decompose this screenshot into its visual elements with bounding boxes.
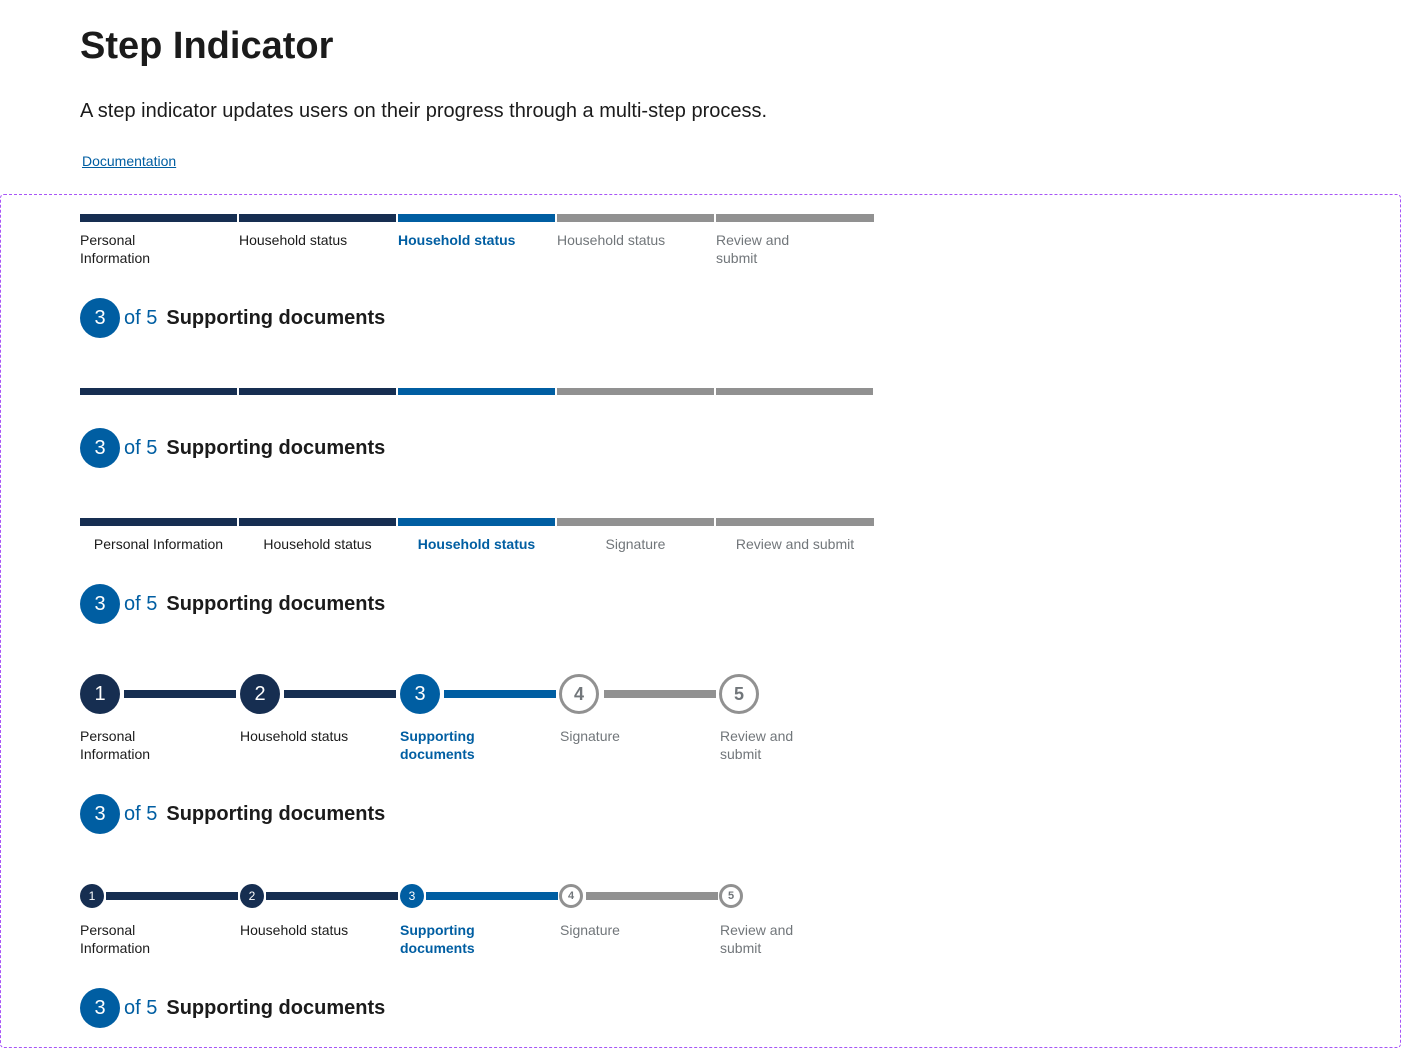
connector-complete bbox=[266, 892, 398, 900]
segment-pending bbox=[716, 518, 874, 526]
step-label: Personal Information bbox=[80, 728, 151, 762]
step-label: Review and submit bbox=[735, 536, 855, 552]
step-counter-1: 1 bbox=[80, 884, 104, 908]
current-step-circle: 3 bbox=[80, 988, 120, 1028]
step-segments-2 bbox=[80, 388, 873, 395]
step-label-current: Supporting documents bbox=[400, 728, 475, 762]
step-counter-2: 2 bbox=[240, 674, 280, 714]
connector-complete bbox=[124, 690, 236, 698]
step-label: Signature bbox=[560, 922, 620, 938]
total-steps: of 5 bbox=[124, 436, 158, 459]
documentation-link[interactable]: Documentation bbox=[82, 153, 177, 169]
page-title: Step Indicator bbox=[80, 25, 334, 67]
current-step-circle: 3 bbox=[80, 794, 120, 834]
step-label: Signature bbox=[560, 728, 620, 744]
step-label-current: Supporting documents bbox=[400, 922, 475, 956]
step-label: Household status bbox=[240, 922, 349, 938]
total-steps: of 5 bbox=[124, 592, 158, 615]
step-label: Review and submit bbox=[720, 922, 794, 956]
step-label: Personal Information bbox=[80, 232, 151, 266]
step-heading: 3 of 5 Supporting documents bbox=[80, 794, 385, 834]
step-heading: 3 of 5 Supporting documents bbox=[80, 428, 385, 468]
current-step-circle: 3 bbox=[80, 584, 120, 624]
segment-current bbox=[398, 388, 555, 395]
page-description: A step indicator updates users on their … bbox=[80, 100, 768, 122]
step-counter-5: 5 bbox=[719, 884, 743, 908]
step-counter-2: 2 bbox=[240, 884, 264, 908]
step-heading-title: Supporting documents bbox=[166, 592, 386, 615]
step-heading: 3 of 5 Supporting documents bbox=[80, 988, 385, 1028]
step-heading: 3 of 5 Supporting documents bbox=[80, 298, 385, 338]
segment-complete bbox=[239, 388, 396, 395]
current-step-circle: 3 bbox=[80, 298, 120, 338]
connector-complete bbox=[284, 690, 396, 698]
step-labels-3: Personal Information Household status Ho… bbox=[80, 535, 874, 553]
total-steps: of 5 bbox=[124, 306, 158, 329]
step-counter-1: 1 bbox=[80, 674, 120, 714]
step-counter-5: 5 bbox=[719, 674, 759, 714]
step-label: Signature bbox=[605, 536, 666, 552]
step-heading-title: Supporting documents bbox=[166, 802, 386, 825]
segment-pending bbox=[716, 214, 874, 222]
segment-complete bbox=[239, 518, 396, 526]
step-label: Review and submit bbox=[720, 728, 794, 762]
step-labels-1: Personal Information Household status Ho… bbox=[80, 231, 816, 267]
step-heading-title: Supporting documents bbox=[166, 436, 386, 459]
step-label-current: Household status bbox=[398, 232, 516, 248]
step-label: Household status bbox=[557, 232, 666, 248]
step-segments-1 bbox=[80, 214, 874, 222]
connector-complete bbox=[106, 892, 238, 900]
step-heading: 3 of 5 Supporting documents bbox=[80, 584, 385, 624]
segment-pending bbox=[557, 518, 714, 526]
segment-pending bbox=[557, 214, 714, 222]
step-heading-title: Supporting documents bbox=[166, 306, 386, 329]
segment-current bbox=[398, 214, 555, 222]
connector-current bbox=[444, 690, 556, 698]
segment-current bbox=[398, 518, 555, 526]
segment-pending bbox=[557, 388, 714, 395]
connector-current bbox=[426, 892, 558, 900]
segment-complete bbox=[80, 518, 237, 526]
connector-pending bbox=[586, 892, 718, 900]
step-label: Review and submit bbox=[716, 232, 790, 266]
step-counter-3: 3 bbox=[400, 674, 440, 714]
connector-pending bbox=[604, 690, 716, 698]
step-heading-title: Supporting documents bbox=[166, 996, 386, 1019]
total-steps: of 5 bbox=[124, 802, 158, 825]
segment-complete bbox=[80, 214, 237, 222]
step-label-current: Household status bbox=[417, 536, 536, 552]
current-step-circle: 3 bbox=[80, 428, 120, 468]
step-counter-4: 4 bbox=[559, 674, 599, 714]
segment-complete bbox=[80, 388, 237, 395]
step-label: Household status bbox=[239, 232, 348, 248]
step-label: Personal Information bbox=[80, 922, 151, 956]
segment-pending bbox=[716, 388, 873, 395]
total-steps: of 5 bbox=[124, 996, 158, 1019]
step-label: Household status bbox=[263, 536, 372, 552]
step-segments-3 bbox=[80, 518, 874, 526]
step-counter-4: 4 bbox=[559, 884, 583, 908]
step-label: Personal Information bbox=[93, 536, 224, 552]
step-label: Household status bbox=[240, 728, 349, 744]
step-counter-3: 3 bbox=[400, 884, 424, 908]
segment-complete bbox=[239, 214, 396, 222]
